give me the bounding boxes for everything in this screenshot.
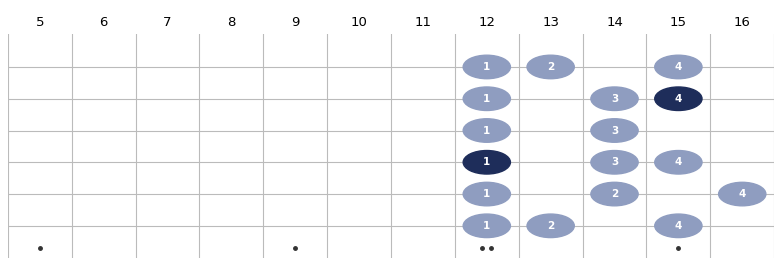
Circle shape (655, 87, 702, 111)
Text: 4: 4 (675, 62, 682, 72)
Text: 4: 4 (675, 94, 682, 104)
Text: 4: 4 (738, 189, 746, 199)
Circle shape (591, 87, 638, 111)
Circle shape (463, 87, 511, 111)
Circle shape (719, 182, 766, 206)
Circle shape (463, 182, 511, 206)
Text: 1: 1 (483, 62, 490, 72)
Text: 1: 1 (483, 94, 490, 104)
Circle shape (527, 214, 574, 238)
Text: 3: 3 (611, 157, 618, 167)
Circle shape (591, 119, 638, 142)
Text: 1: 1 (483, 189, 490, 199)
Circle shape (655, 55, 702, 79)
Text: 1: 1 (483, 125, 490, 136)
Text: 3: 3 (611, 94, 618, 104)
Circle shape (655, 151, 702, 174)
Circle shape (655, 214, 702, 238)
Circle shape (527, 55, 574, 79)
Text: 3: 3 (611, 125, 618, 136)
Text: 1: 1 (483, 157, 490, 167)
Text: 4: 4 (675, 221, 682, 231)
Circle shape (463, 151, 511, 174)
Circle shape (463, 55, 511, 79)
Text: 2: 2 (547, 221, 554, 231)
Circle shape (591, 182, 638, 206)
Circle shape (463, 119, 511, 142)
Circle shape (463, 214, 511, 238)
Text: 1: 1 (483, 221, 490, 231)
Text: 2: 2 (611, 189, 618, 199)
Text: 4: 4 (675, 157, 682, 167)
Circle shape (591, 151, 638, 174)
Text: 2: 2 (547, 62, 554, 72)
